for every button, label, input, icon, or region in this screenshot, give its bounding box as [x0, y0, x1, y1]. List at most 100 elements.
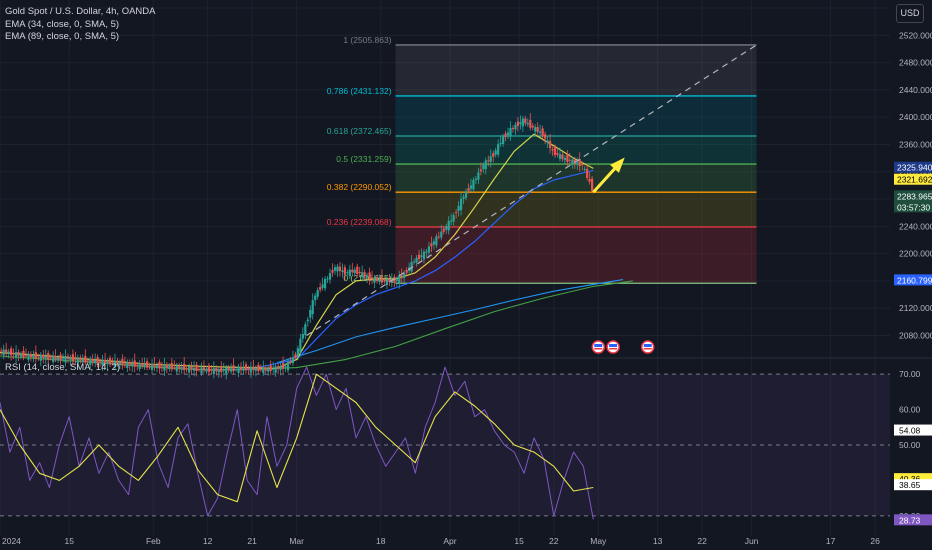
time-tick-4: 21 — [247, 536, 257, 546]
candle-body-59-0 — [573, 159, 576, 164]
candle-body-5-3 — [47, 353, 50, 360]
candle-body-32-1 — [309, 309, 312, 318]
symbol-title[interactable]: Gold Spot / U.S. Dollar, 4h, OANDA — [5, 6, 156, 17]
ema89-line — [247, 169, 594, 371]
candle-body-47-2 — [459, 198, 463, 210]
price-badge-2 — [894, 190, 932, 213]
grid-lines — [0, 0, 932, 536]
candle-body-24-0 — [227, 367, 230, 371]
candle-body-39-2 — [380, 276, 384, 283]
event-flag-icon[interactable] — [591, 340, 606, 354]
price-tick-10: 2480.000 — [899, 58, 932, 68]
price-badge-subtext-2: 03:57:30 — [897, 202, 930, 212]
candle-body-57-3 — [561, 154, 564, 160]
candle-body-31-0 — [296, 348, 300, 356]
candle-body-7-2 — [64, 356, 67, 363]
candle-body-37-3 — [363, 272, 366, 277]
candle-body-25-2 — [242, 367, 245, 371]
rsi-legend[interactable]: RSI (14, close, SMA, 14, 2) — [5, 362, 121, 373]
candle-body-34-1 — [328, 273, 332, 280]
candle-body-12-3 — [116, 360, 119, 364]
rsi-badge-text-2: 38.65 — [899, 480, 921, 490]
candle-body-35-0 — [336, 266, 339, 272]
candle-body-41-0 — [395, 279, 398, 281]
event-icons[interactable] — [591, 340, 655, 354]
price-axis[interactable]: 2080.0002120.0002160.0002200.0002240.000… — [894, 30, 932, 526]
candle-body-50-3 — [492, 153, 495, 157]
fib-retracement[interactable]: 1 (2505.863) 0.786 (2431.132) 0.618 (2372.… — [327, 35, 757, 284]
candle-body-53-2 — [519, 122, 522, 124]
flag-canton-0 — [594, 344, 603, 347]
candle-body-48-0 — [464, 191, 468, 198]
candle-body-19-1 — [180, 366, 183, 370]
candle-body-46-3 — [452, 215, 455, 222]
candle-body-45-0 — [435, 236, 438, 246]
candle-body-10-1 — [91, 358, 94, 363]
candle-body-32-3 — [314, 295, 317, 301]
candle-body-17-1 — [160, 366, 164, 368]
candle-body-59-1 — [576, 162, 579, 165]
candle-body-22-0 — [207, 365, 211, 372]
currency-button[interactable]: USD — [896, 4, 924, 23]
candle-body-14-2 — [133, 360, 136, 367]
candle-body-24-1 — [230, 368, 233, 372]
arrow-head — [610, 157, 625, 173]
candle-body-38-2 — [370, 277, 374, 279]
candle-body-8-2 — [74, 358, 77, 360]
price-tick-7: 2360.000 — [899, 139, 932, 149]
price-badge-text-2: 2283.965 — [897, 191, 932, 201]
long-ma-blue — [276, 279, 624, 364]
price-tick-4: 2240.000 — [899, 221, 932, 231]
candle-body-53-3 — [521, 118, 524, 127]
candle-body-37-2 — [361, 272, 364, 278]
rsi-line — [0, 366, 594, 520]
candle-body-13-2 — [123, 363, 126, 365]
rsi-tick-4: 70.00 — [899, 369, 921, 379]
candle-body-4-3 — [37, 356, 40, 358]
ema89-legend[interactable]: EMA (89, close, 0, SMA, 5) — [5, 31, 120, 42]
candle-body-10-3 — [96, 357, 99, 364]
time-axis[interactable]: 2024 15 Feb 12 21 Mar 18 Apr 15 22 May 13 22 Jun 17 26 — [2, 536, 880, 546]
price-tick-11: 2520.000 — [899, 30, 932, 40]
candle-body-40-1 — [388, 278, 391, 282]
ema34-legend[interactable]: EMA (34, close, 0, SMA, 5) — [5, 19, 120, 30]
candle-body-20-0 — [188, 366, 191, 373]
time-tick-5: Mar — [289, 536, 304, 546]
candle-body-56-1 — [546, 140, 549, 143]
candle-body-31-1 — [299, 338, 302, 353]
candle-body-8-1 — [71, 354, 75, 361]
flag-canton-2 — [643, 344, 652, 347]
candle-body-16-2 — [153, 363, 156, 368]
candle-body-33-3 — [323, 278, 327, 289]
candle-body-11-0 — [99, 361, 102, 363]
fib-label-0: 0 (2156.655) — [343, 273, 391, 283]
candle-body-29-1 — [279, 366, 282, 370]
rsi-band — [0, 373, 890, 517]
rsi-tick-2: 50.00 — [899, 440, 921, 450]
time-tick-12: 22 — [697, 536, 707, 546]
candle-body-48-3 — [472, 179, 475, 190]
candle-body-43-2 — [420, 255, 423, 258]
candle-body-37-1 — [358, 271, 361, 274]
candle-body-1-1 — [2, 349, 5, 356]
candle-body-30-0 — [286, 361, 290, 371]
candle-body-30-1 — [289, 361, 292, 363]
candle-body-4-0 — [29, 353, 33, 358]
candle-body-5-1 — [42, 354, 45, 359]
candle-body-25-0 — [237, 366, 240, 374]
candle-body-56-2 — [548, 140, 552, 149]
candle-body-18-3 — [175, 365, 178, 372]
price-tick-8: 2400.000 — [899, 112, 932, 122]
candle-body-55-0 — [534, 127, 537, 132]
event-flag-icon[interactable] — [640, 340, 655, 354]
candle-body-52-2 — [509, 127, 512, 137]
candle-body-12-2 — [113, 360, 117, 367]
candle-body-27-1 — [259, 369, 262, 371]
candle-body-33-0 — [316, 290, 319, 297]
event-flag-icon[interactable] — [606, 340, 620, 354]
candle-body-12-1 — [111, 362, 114, 364]
candle-body-7-3 — [66, 356, 70, 360]
candle-body-39-0 — [375, 277, 379, 281]
candle-body-23-1 — [220, 366, 223, 373]
